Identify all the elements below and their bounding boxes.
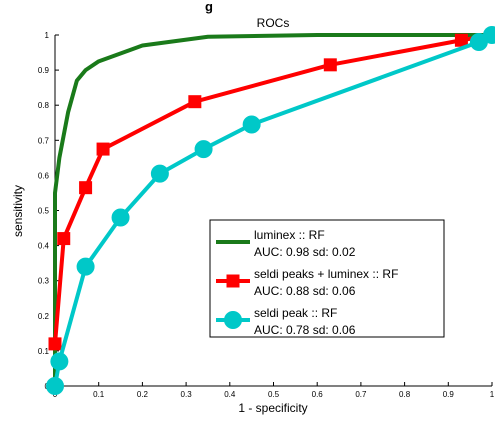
series-lines	[47, 27, 495, 395]
x-tick-label: 0.4	[224, 390, 236, 399]
y-tick-label: 0.2	[38, 312, 50, 321]
y-tick-label: 0.7	[38, 136, 50, 145]
x-tick-label: 0.6	[312, 390, 324, 399]
data-point-marker	[324, 59, 336, 71]
y-tick-label: 0.1	[38, 347, 50, 356]
data-point-marker	[151, 165, 168, 182]
data-point-marker	[77, 258, 94, 275]
y-tick-label: 0.3	[38, 277, 50, 286]
y-tick-label: 0.9	[38, 66, 50, 75]
data-point-marker	[189, 96, 201, 108]
data-point-marker	[49, 338, 61, 350]
legend-series-name: seldi peaks + luminex :: RF	[254, 267, 398, 281]
x-tick-label: 1	[490, 390, 495, 399]
x-tick-label: 0.7	[355, 390, 367, 399]
data-point-marker	[195, 141, 212, 158]
data-point-marker	[97, 143, 109, 155]
data-point-marker	[58, 233, 70, 245]
legend-auc-label: AUC: 0.78 sd: 0.06	[254, 323, 356, 337]
y-tick-label: 0.8	[38, 101, 50, 110]
chart-title: ROCs	[257, 16, 290, 30]
x-axis-label: 1 - specificity	[238, 401, 307, 415]
y-tick-label: 0.6	[38, 171, 50, 180]
x-tick-label: 0.2	[137, 390, 149, 399]
data-point-marker	[243, 116, 260, 133]
y-tick-label: 1	[45, 31, 50, 40]
axes: 00.10.20.30.40.50.60.70.80.9100.10.20.30…	[38, 31, 495, 399]
data-point-marker	[47, 378, 64, 395]
data-point-marker	[51, 353, 68, 370]
legend-swatch-marker	[225, 312, 242, 329]
x-tick-label: 0.9	[443, 390, 455, 399]
x-tick-label: 0.1	[93, 390, 105, 399]
y-tick-label: 0.4	[38, 242, 50, 251]
legend-series-name: luminex :: RF	[254, 228, 325, 242]
legend-auc-label: AUC: 0.98 sd: 0.02	[254, 245, 356, 259]
x-tick-label: 0.5	[268, 390, 280, 399]
x-tick-label: 0.8	[399, 390, 411, 399]
legend-auc-label: AUC: 0.88 sd: 0.06	[254, 284, 356, 298]
y-axis-label: sensitivity	[11, 185, 25, 237]
y-tick-label: 0.5	[38, 207, 50, 216]
data-point-marker	[80, 182, 92, 194]
data-point-marker	[455, 34, 467, 46]
legend-swatch-marker	[227, 275, 239, 287]
x-tick-label: 0.3	[181, 390, 193, 399]
data-point-marker	[112, 209, 129, 226]
top-cut-off-text: g	[205, 0, 213, 14]
legend-series-name: seldi peak :: RF	[254, 306, 337, 320]
